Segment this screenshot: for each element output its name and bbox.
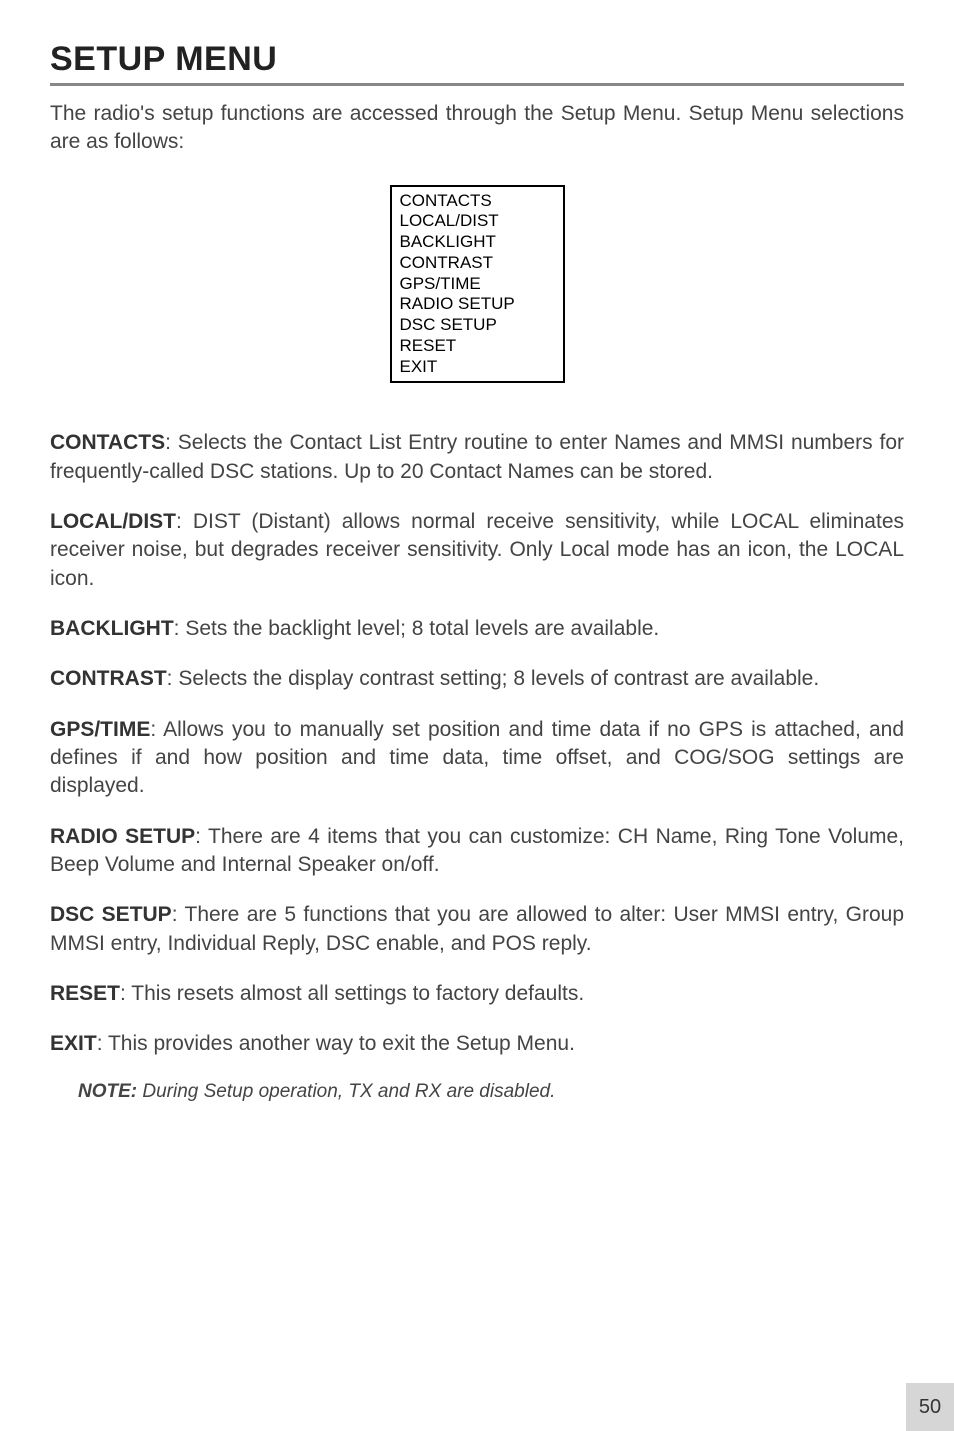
lcd-line: GPS/TIME [400,274,553,295]
item-body: : This provides another way to exit the … [97,1032,575,1055]
item-lead: CONTACTS [50,431,165,454]
note-lead: NOTE: [78,1081,137,1102]
intro-text: The radio's setup functions are accessed… [50,100,904,157]
lcd-line: CONTRAST [400,253,553,274]
lcd-line: DSC SETUP [400,315,553,336]
item-lead: GPS/TIME [50,718,150,741]
item-body: : Sets the backlight level; 8 total leve… [174,617,660,640]
item-lead: RESET [50,982,120,1005]
lcd-container: CONTACTS LOCAL/DIST BACKLIGHT CONTRAST G… [50,185,904,384]
item-backlight: BACKLIGHT: Sets the backlight level; 8 t… [50,615,904,643]
lcd-line: LOCAL/DIST [400,211,553,232]
item-lead: DSC SETUP [50,903,172,926]
item-gps-time: GPS/TIME: Allows you to manually set pos… [50,716,904,801]
lcd-line: RESET [400,336,553,357]
item-reset: RESET: This resets almost all settings t… [50,980,904,1008]
item-local-dist: LOCAL/DIST: DIST (Distant) allows normal… [50,508,904,593]
item-body: : Selects the Contact List Entry routine… [50,431,904,482]
lcd-line: BACKLIGHT [400,232,553,253]
note: NOTE: During Setup operation, TX and RX … [78,1081,904,1103]
item-contrast: CONTRAST: Selects the display contrast s… [50,665,904,693]
item-body: : Selects the display contrast setting; … [167,667,820,690]
item-exit: EXIT: This provides another way to exit … [50,1030,904,1058]
item-dsc-setup: DSC SETUP: There are 5 functions that yo… [50,901,904,958]
lcd-line: EXIT [400,357,553,378]
lcd-display: CONTACTS LOCAL/DIST BACKLIGHT CONTRAST G… [390,185,565,384]
page-title: SETUP MENU [50,40,904,79]
item-body: : This resets almost all settings to fac… [120,982,584,1005]
note-body: During Setup operation, TX and RX are di… [137,1081,555,1102]
item-body: : DIST (Distant) allows normal receive s… [50,510,904,590]
item-radio-setup: RADIO SETUP: There are 4 items that you … [50,823,904,880]
title-rule [50,83,904,86]
item-body: : There are 5 functions that you are all… [50,903,904,954]
lcd-line: CONTACTS [400,191,553,212]
item-body: : Allows you to manually set position an… [50,718,904,798]
item-lead: BACKLIGHT [50,617,174,640]
item-lead: CONTRAST [50,667,167,690]
item-lead: LOCAL/DIST [50,510,176,533]
page-number: 50 [906,1383,954,1431]
item-lead: RADIO SETUP [50,825,195,848]
lcd-line: RADIO SETUP [400,294,553,315]
item-lead: EXIT [50,1032,97,1055]
item-contacts: CONTACTS: Selects the Contact List Entry… [50,429,904,486]
